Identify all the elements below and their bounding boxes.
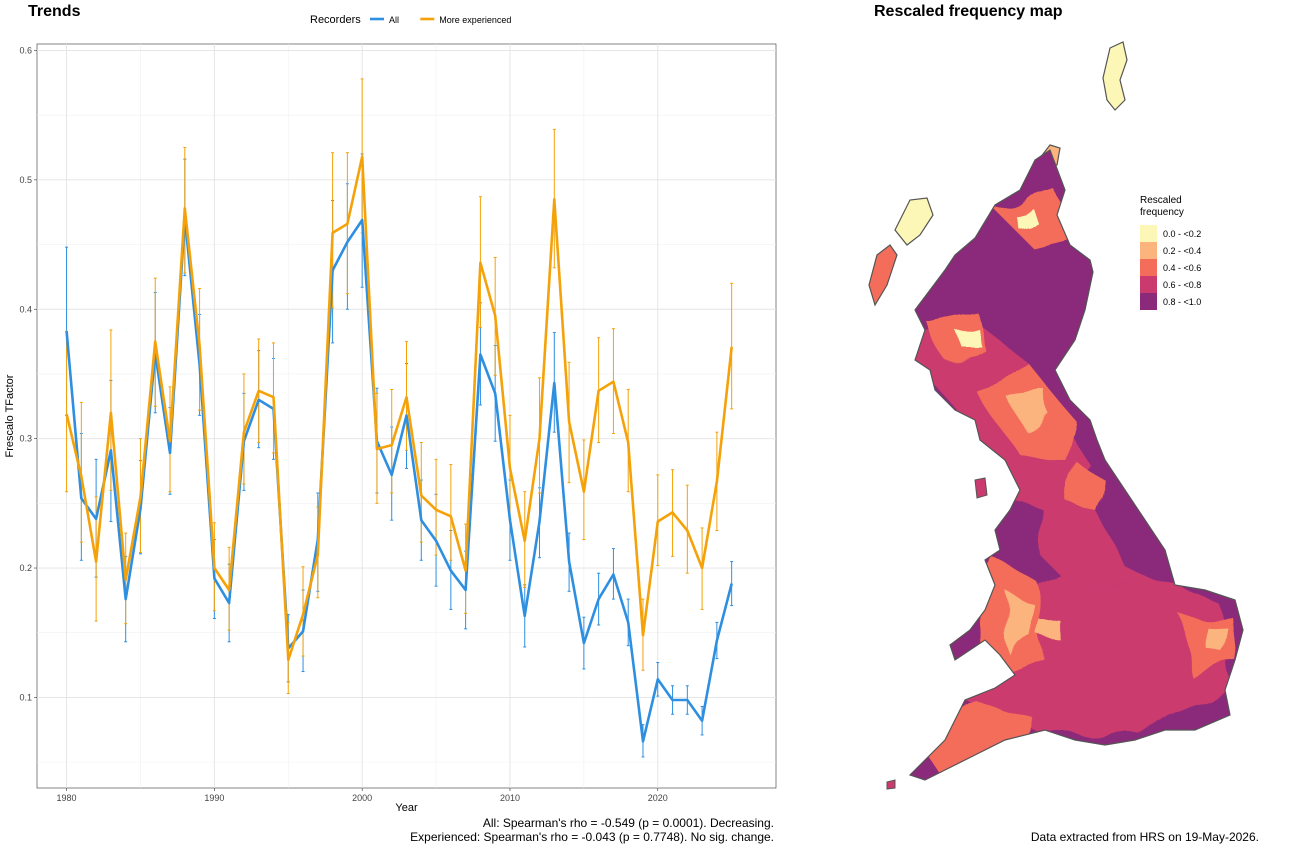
map-legend-item: 0.8 - <1.0 [1140, 293, 1201, 310]
y-tick-label: 0.6 [19, 45, 32, 55]
trends-chart: 1980 1990 2000 2010 2020 0.1 0.2 0.3 0.4 0.5 0.6 Ye… [4, 14, 777, 814]
legend-swatch [1140, 225, 1157, 242]
legend-label-all: All [389, 15, 399, 25]
map-island-hebrides-south [868, 244, 898, 307]
legend-label-more-experienced: More experienced [439, 15, 511, 25]
y-axis-label: Frescalo TFactor [4, 374, 16, 457]
series-line-more-experienced [65, 155, 733, 662]
legend-label: 0.2 - <0.4 [1163, 245, 1202, 256]
map-island-small [974, 477, 988, 499]
legend-title: Recorders [310, 14, 361, 26]
x-tick-label: 1980 [57, 793, 77, 803]
y-tick-label: 0.5 [19, 175, 32, 185]
x-tick-label: 2010 [500, 793, 520, 803]
x-tick-label: 1990 [204, 793, 224, 803]
map-island-scilly [886, 779, 896, 790]
y-tick-label: 0.2 [19, 563, 32, 573]
legend-swatch [1140, 276, 1157, 293]
legend-label: 0.4 - <0.6 [1163, 262, 1202, 273]
y-tick-label: 0.3 [19, 434, 32, 444]
data-extracted-note: Data extracted from HRS on 19-May-2026. [1030, 830, 1259, 844]
stat-all: All: Spearman's rho = -0.549 (p = 0.0001… [482, 816, 774, 830]
legend-label: 0.0 - <0.2 [1163, 228, 1202, 239]
legend-swatch [1140, 242, 1157, 259]
map-coastline [908, 149, 1244, 781]
legend-label: 0.6 - <0.8 [1163, 279, 1202, 290]
x-axis-label: Year [395, 802, 418, 814]
stat-experienced: Experienced: Spearman's rho = -0.043 (p … [410, 830, 774, 844]
trend-statistics: All: Spearman's rho = -0.549 (p = 0.0001… [410, 816, 774, 844]
x-tick-label: 2000 [352, 793, 372, 803]
y-tick-label: 0.1 [19, 692, 32, 702]
map-legend-item: 0.6 - <0.8 [1140, 276, 1201, 293]
map-island-north [1102, 41, 1128, 111]
map-island-hebrides [894, 197, 934, 246]
map-legend-title: Rescaled frequency [1140, 195, 1184, 218]
map-title: Rescaled frequency map [874, 3, 1063, 20]
x-tick-label: 2020 [648, 793, 668, 803]
rescaled-frequency-map [868, 41, 1244, 790]
map-legend-item: 0.4 - <0.6 [1140, 259, 1201, 276]
map-legend: Rescaled frequency 0.0 - <0.2 0.2 - <0.4… [1140, 195, 1201, 310]
map-legend-item: 0.2 - <0.4 [1140, 242, 1201, 259]
map-legend-item: 0.0 - <0.2 [1140, 225, 1201, 242]
legend-label: 0.8 - <1.0 [1163, 296, 1202, 307]
y-tick-label: 0.4 [19, 304, 32, 314]
legend-swatch [1140, 293, 1157, 310]
trends-title: Trends [28, 3, 81, 20]
legend-swatch [1140, 259, 1157, 276]
